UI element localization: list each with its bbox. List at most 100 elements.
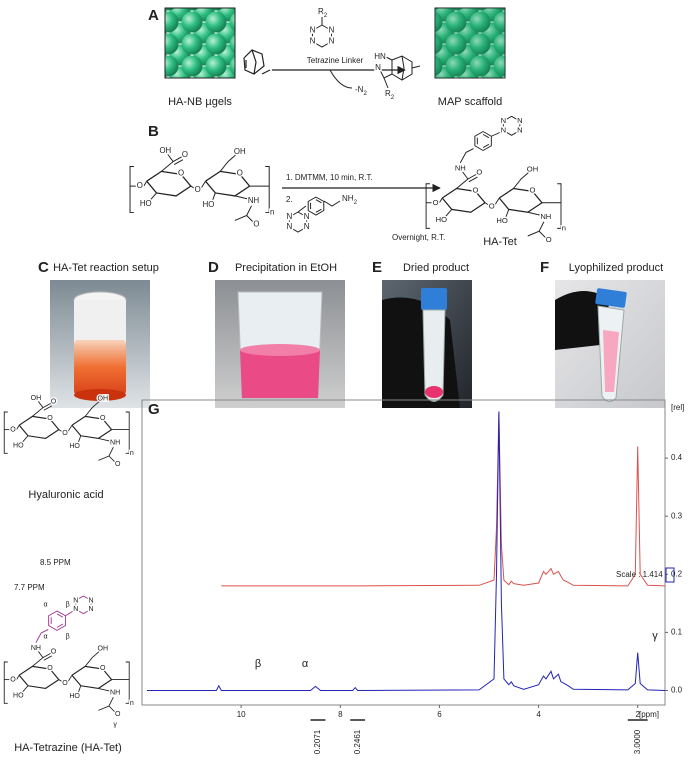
atom-label: HN: [374, 52, 386, 61]
bond: [482, 143, 490, 149]
bond: [161, 153, 174, 172]
bond: [315, 199, 322, 204]
bond: [108, 705, 116, 713]
atom-label: O: [115, 711, 121, 718]
bond: [125, 411, 130, 454]
bond: [65, 609, 75, 617]
bond: [32, 650, 44, 667]
label: -N2: [355, 85, 367, 96]
bond: [16, 674, 20, 680]
photo-d: [215, 280, 345, 408]
y-axis-label: [rel]: [671, 403, 684, 412]
bond: [56, 623, 64, 628]
bond: [43, 655, 52, 661]
x-tick-label: 10: [237, 710, 246, 719]
bond: [43, 405, 52, 411]
bond: [246, 215, 254, 223]
label: 7.7 PPM: [14, 583, 45, 592]
bond: [491, 131, 503, 137]
label-text: -N: [355, 85, 364, 94]
atom-label: O: [100, 665, 106, 672]
atom-label: n: [130, 450, 134, 457]
label-text: R: [385, 89, 391, 98]
bond: [315, 208, 322, 213]
atom-label: HO: [13, 442, 24, 449]
scaffold-tint: [435, 8, 505, 78]
atom-label: N: [517, 126, 522, 135]
atom-label: N: [501, 126, 506, 135]
photo-e: [382, 280, 472, 408]
label: R2: [318, 7, 328, 18]
label: C: [38, 259, 49, 276]
label: HA-Tetrazine (HA-Tet): [14, 742, 122, 754]
integral-label: 3.0000: [633, 729, 642, 754]
label: F: [540, 259, 549, 276]
label: MAP scaffold: [438, 96, 502, 108]
label-subscript: 2: [363, 91, 367, 97]
atom-label: N: [304, 222, 310, 231]
label: B: [148, 123, 159, 140]
bond: [58, 679, 64, 683]
label: Overnight, R.T.: [392, 233, 445, 242]
bond: [108, 455, 116, 463]
atom-label: n: [130, 700, 134, 707]
atom-label: HO: [13, 692, 24, 699]
atom-label: O: [62, 680, 68, 687]
atom-label: O: [10, 676, 16, 683]
label: HA-NB µgels: [168, 96, 232, 108]
label: G: [148, 401, 160, 418]
bond: [482, 133, 490, 139]
atom-label: N: [517, 116, 522, 125]
bond: [383, 55, 393, 61]
bond: [391, 55, 413, 81]
label: Lyophilized product: [569, 262, 663, 274]
atom-label: N: [304, 212, 310, 221]
bond: [21, 435, 29, 444]
label: E: [372, 259, 382, 276]
bond: [21, 685, 29, 694]
photo-c: [50, 280, 150, 408]
y-tick-label: 0.2: [671, 569, 683, 578]
atom-label: O: [253, 219, 259, 228]
bond: [98, 437, 110, 442]
atom-label: N: [329, 37, 335, 46]
atom-label: NH: [248, 196, 260, 205]
peak-label: α: [302, 658, 309, 670]
atom-label: OH: [234, 147, 246, 156]
atom-label: O: [530, 185, 536, 194]
bond: [307, 196, 325, 216]
atom-label: N: [375, 63, 381, 72]
y-tick-label: 0.1: [671, 627, 683, 636]
bond: [67, 424, 73, 433]
atom-label: NH: [110, 690, 120, 697]
atom-label: HO: [496, 216, 507, 225]
bond: [42, 652, 52, 658]
integral-label: 0.2071: [313, 729, 322, 754]
atom-label: OH: [98, 396, 109, 403]
label: 2.: [286, 195, 293, 204]
bond: [67, 674, 73, 683]
bond: [219, 154, 237, 172]
atom-label: NH: [110, 440, 120, 447]
atom-label: N: [73, 606, 78, 613]
bond: [484, 202, 490, 207]
bond: [459, 148, 474, 164]
bond: [494, 197, 500, 206]
atom-label: N: [73, 597, 78, 604]
atom-label: O: [195, 185, 201, 194]
norbornene: [243, 49, 271, 75]
atom-label: N: [329, 26, 335, 35]
integral-label: 0.2461: [353, 729, 362, 754]
atom-label: NH: [455, 164, 466, 173]
bond: [125, 661, 130, 704]
bond: [502, 115, 521, 136]
label: HA-Tet reaction setup: [53, 262, 159, 274]
atom-label: N: [89, 597, 94, 604]
bond: [323, 200, 341, 207]
bond: [205, 170, 251, 197]
bond: [441, 187, 486, 213]
